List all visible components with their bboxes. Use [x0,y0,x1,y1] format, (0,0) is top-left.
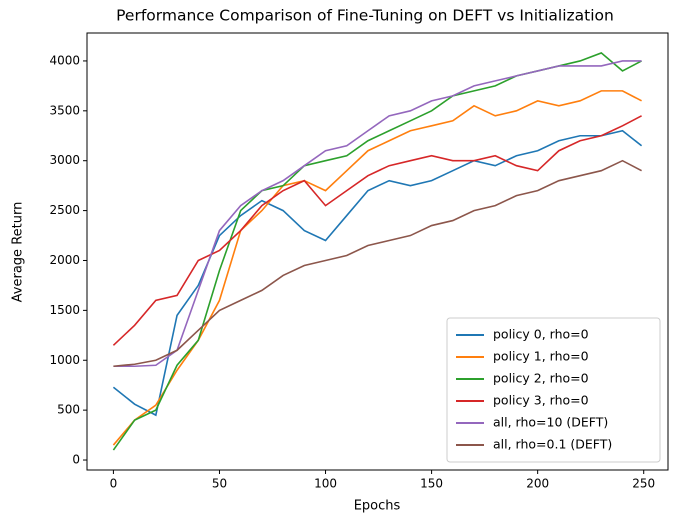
x-axis-label: Epochs [354,499,401,514]
x-tick-label: 100 [314,477,337,491]
legend: policy 0, rho=0 policy 1, rho=0 policy 2, … [446,317,661,463]
series-line [112,115,642,346]
legend-label: policy 0, rho=0 [493,327,589,342]
y-tick-label: 1000 [49,353,80,367]
legend-label: policy 3, rho=0 [493,393,589,408]
legend-label: all, rho=0.1 (DEFT) [493,437,612,452]
y-axis-label: Average Return [11,202,26,303]
series-line [113,159,642,368]
x-tick-label: 150 [420,477,443,491]
legend-label: policy 1, rho=0 [493,349,589,364]
legend-box [446,317,661,463]
y-tick-label: 3500 [49,103,80,117]
series-line [112,129,643,417]
y-tick-label: 0 [72,453,80,467]
y-tick-label: 3000 [49,153,80,167]
x-tick-label: 200 [526,477,549,491]
x-tick-label: 250 [632,477,655,491]
y-tick-label: 2000 [49,253,80,267]
legend-label: all, rho=10 (DEFT) [493,415,608,430]
plot-frame [86,32,669,471]
chart-title: Performance Comparison of Fine-Tuning on… [116,7,614,25]
y-tick-label: 500 [57,403,80,417]
x-tick-label: 0 [110,477,118,491]
y-tick-label: 4000 [49,53,80,67]
legend-label: policy 2, rho=0 [493,371,589,386]
x-tick-label: 50 [212,477,227,491]
series-line [113,60,642,368]
y-tick-label: 1500 [49,303,80,317]
y-tick-label: 2500 [49,203,80,217]
series-line [112,90,642,446]
